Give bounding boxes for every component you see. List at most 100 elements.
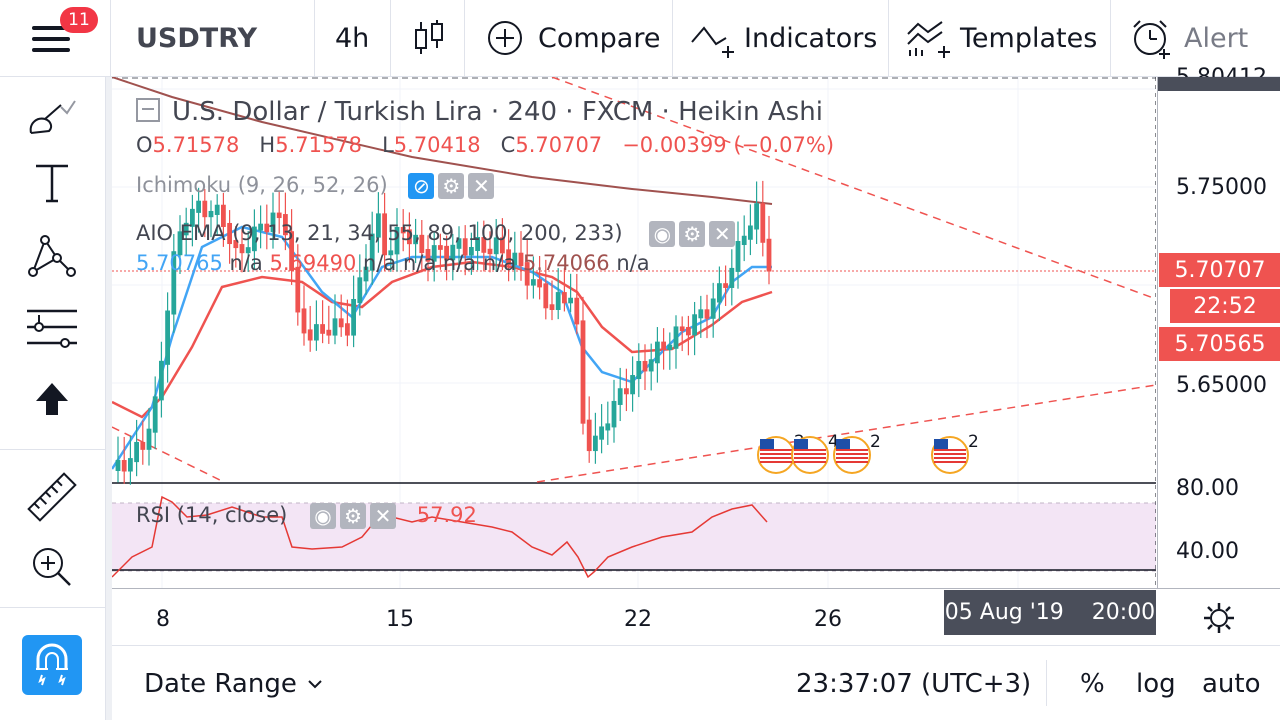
pattern-tool[interactable] — [22, 227, 82, 283]
date-range-label: Date Range — [144, 668, 297, 699]
eye-icon[interactable]: ◉ — [310, 503, 337, 529]
candle-body — [140, 441, 146, 450]
plus-circle-icon — [488, 21, 522, 55]
auto-toggle[interactable]: auto — [1202, 668, 1261, 699]
candle-body — [320, 324, 325, 334]
candle-body — [152, 396, 158, 433]
close-icon[interactable]: ✕ — [468, 173, 495, 199]
ema-legend[interactable]: AIO EMA (9, 13, 21, 34, 55, 89, 100, 200… — [136, 221, 736, 247]
templates-button[interactable]: Templates — [906, 0, 1097, 76]
candle-body — [524, 262, 530, 286]
candle-body — [500, 237, 505, 254]
alert-label: Alert — [1184, 22, 1249, 54]
candle-body — [431, 245, 437, 262]
candle-body — [357, 277, 363, 303]
candle-body — [196, 200, 201, 213]
candle-body — [543, 283, 549, 309]
gear-icon — [1204, 603, 1234, 633]
candle-body — [481, 237, 487, 253]
rsi-legend[interactable]: RSI (14, close) ◉ ⚙ ✕ 57.92 — [136, 503, 477, 529]
indicators-button[interactable]: Indicators — [690, 0, 877, 76]
candle-body — [673, 326, 679, 349]
measure-tool[interactable] — [22, 469, 82, 525]
symbol-legend[interactable]: U.S. Dollar / Turkish Lira · 240 · FXCM … — [136, 97, 823, 127]
text-tool[interactable] — [22, 155, 82, 211]
candle-body — [549, 304, 555, 310]
close-icon[interactable]: ✕ — [370, 503, 397, 529]
candle-body — [438, 245, 443, 250]
symbol-button[interactable]: USDTRY — [136, 22, 258, 54]
toolbar-divider — [0, 607, 105, 608]
rsi-axis-label: 40.00 — [1176, 539, 1239, 564]
zoom-tool[interactable] — [22, 539, 82, 595]
menu-button[interactable] — [30, 22, 72, 56]
candle-body — [754, 203, 759, 230]
indicators-label: Indicators — [744, 22, 878, 54]
event-count-label: 2 — [870, 432, 881, 452]
candle-body — [692, 314, 697, 336]
candle-body — [295, 266, 301, 313]
candlestick-series — [115, 180, 772, 485]
arrow-tool[interactable] — [22, 371, 82, 427]
text-t-icon — [36, 164, 68, 203]
candle-body — [258, 223, 263, 231]
gear-icon[interactable]: ⚙ — [438, 173, 465, 199]
ema-price-tag: 5.70565 — [1159, 327, 1280, 361]
trendline-lower[interactable] — [536, 384, 1157, 483]
bar-countdown-tag: 22:52 — [1170, 289, 1280, 323]
candle-body — [704, 309, 710, 319]
candle-body — [326, 329, 332, 336]
date-range-button[interactable]: Date Range — [144, 646, 325, 721]
trendline-upper[interactable] — [551, 76, 1157, 300]
compare-button[interactable]: Compare — [486, 0, 660, 76]
candle-body — [314, 324, 319, 341]
chart-pane[interactable]: 2422 U.S. Dollar / Turkish Lira · 240 · … — [110, 76, 1157, 588]
time-label: 15 — [386, 607, 414, 632]
ichimoku-legend[interactable]: Ichimoku (9, 26, 52, 26) ⊘ ⚙ ✕ — [136, 173, 495, 199]
trendline-left[interactable] — [111, 426, 225, 483]
templates-icon — [907, 21, 950, 58]
candle-body — [171, 251, 177, 315]
candle-body — [394, 227, 400, 255]
event-count-label: 4 — [828, 432, 839, 452]
candle-body — [729, 267, 735, 288]
compare-label: Compare — [538, 22, 661, 54]
close-icon[interactable]: ✕ — [709, 221, 736, 247]
candle-body — [574, 297, 580, 325]
candle-body — [307, 329, 313, 341]
gear-icon[interactable]: ⚙ — [340, 503, 367, 529]
candle-body — [518, 252, 524, 267]
cursor-date: 05 Aug '19 — [944, 600, 1064, 625]
alarm-clock-icon — [1133, 20, 1170, 59]
templates-label: Templates — [960, 22, 1098, 54]
fib-tool[interactable] — [22, 299, 82, 355]
chevron-down-icon — [308, 679, 322, 688]
candle-body — [723, 283, 728, 288]
interval-button[interactable]: 4h — [335, 22, 370, 54]
gear-icon[interactable]: ⚙ — [679, 221, 706, 247]
candle-body — [419, 234, 425, 254]
candles-icon — [415, 20, 443, 54]
legend-collapse-icon[interactable] — [136, 97, 160, 122]
fib-retracement-icon — [27, 309, 77, 348]
eye-icon[interactable]: ◉ — [649, 221, 676, 247]
chart-style-button[interactable] — [412, 0, 446, 76]
percent-toggle[interactable]: % — [1080, 668, 1105, 699]
candle-body — [593, 435, 598, 452]
alert-button[interactable]: Alert — [1130, 0, 1248, 76]
time-label: 8 — [156, 607, 170, 632]
price-axis[interactable]: 5.80412 5.75000 5.65000 5.70707 22:52 5.… — [1157, 65, 1280, 588]
clock-button[interactable]: 23:37:07 (UTC+3) — [796, 668, 1032, 699]
brush-tool[interactable] — [22, 87, 82, 143]
hidden-eye-icon[interactable]: ⊘ — [408, 173, 435, 199]
candle-body — [630, 375, 635, 395]
candle-body — [624, 388, 629, 395]
log-toggle[interactable]: log — [1136, 668, 1176, 699]
candle-body — [301, 308, 307, 334]
candle-body — [617, 388, 623, 405]
candle-body — [202, 200, 208, 218]
settings-button[interactable] — [1202, 601, 1236, 639]
magnet-button[interactable] — [22, 635, 82, 695]
arrow-up-icon — [36, 383, 68, 415]
candle-body — [208, 210, 214, 218]
